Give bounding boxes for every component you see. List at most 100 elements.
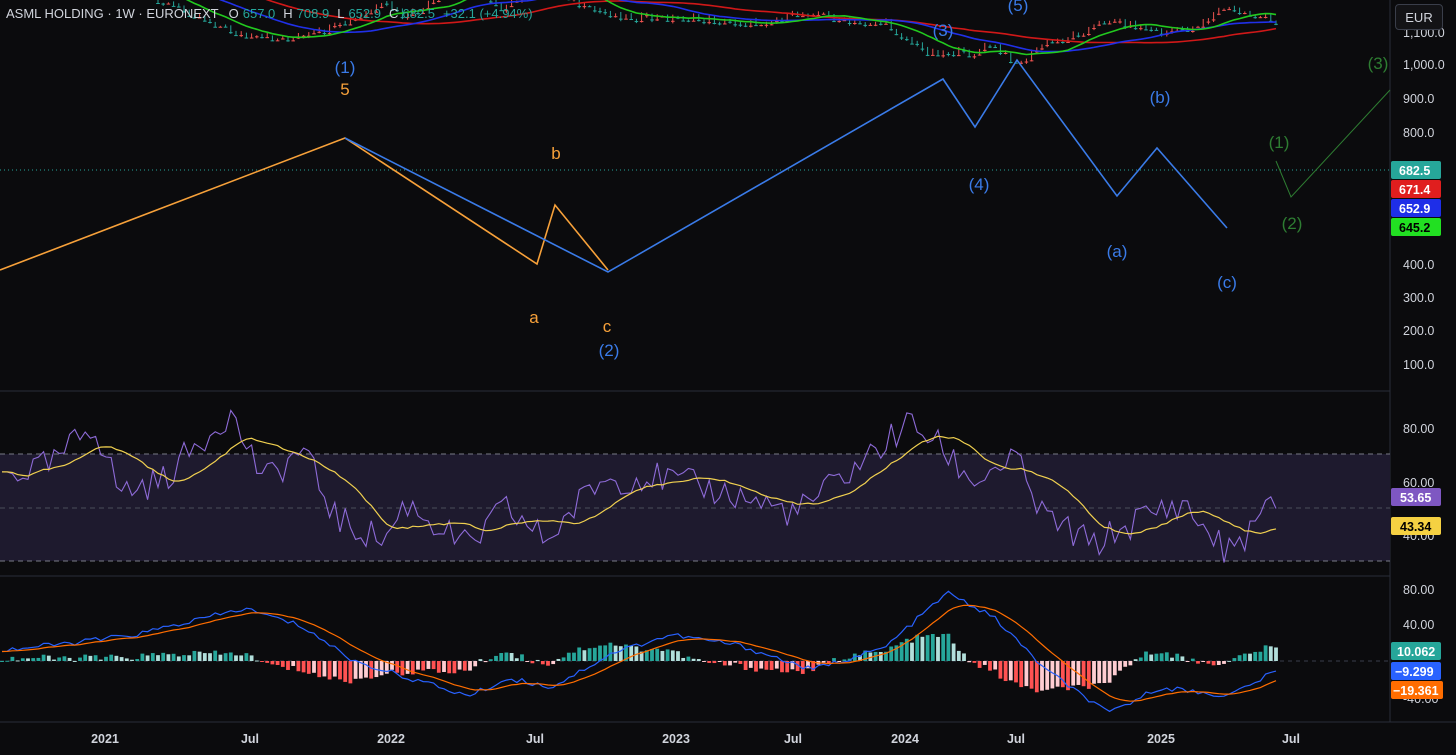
macd-hist-bar <box>270 661 275 665</box>
candle-body <box>322 33 327 35</box>
macd-hist-bar <box>1206 661 1211 664</box>
macd-hist-bar <box>754 661 758 672</box>
macd-hist-bar <box>1097 661 1102 684</box>
macd-hist-bar <box>364 661 368 678</box>
macd-hist-bar <box>1055 661 1060 687</box>
currency-button[interactable]: EUR <box>1395 4 1443 30</box>
macd-hist-bar <box>566 652 571 661</box>
macd-hist-bar <box>322 661 327 677</box>
candle-body <box>613 16 618 18</box>
candle-body <box>249 37 254 39</box>
macd-hist-bar <box>5 660 10 662</box>
wave-label-blue-c: (c) <box>1217 273 1237 292</box>
wave-label-blue-5: (5) <box>1008 0 1029 15</box>
macd-hist-bar <box>774 661 779 669</box>
symbol-title[interactable]: ASML HOLDING · 1W · EURONEXT <box>6 6 219 21</box>
candle-body <box>187 15 191 17</box>
candle-body <box>634 21 639 23</box>
price-tick: 1,000.0 <box>1403 58 1445 72</box>
candle-body <box>301 35 306 37</box>
macd-hist-bar <box>535 659 540 661</box>
macd-hist-bar <box>598 645 602 661</box>
candle-body <box>1035 51 1039 53</box>
candle-body <box>1185 30 1190 32</box>
price-tick: 300.0 <box>1403 291 1434 305</box>
macd-hist-bar <box>785 661 790 673</box>
macd-hist-bar <box>842 659 847 661</box>
candle-body <box>925 54 930 56</box>
time-axis[interactable]: 2021 Jul 2022 Jul 2023 Jul 2024 Jul 2025… <box>91 732 1300 746</box>
macd-hist-bar <box>15 660 20 662</box>
rsi-badge-value-label: 53.65 <box>1400 491 1431 505</box>
macd-hist-bar <box>618 646 623 661</box>
macd-hist-bar <box>171 653 176 661</box>
macd-hist-bar <box>962 653 966 661</box>
macd-hist-bar <box>1107 661 1112 683</box>
macd-badge-hist-label: 10.062 <box>1397 645 1435 659</box>
candle-body <box>681 20 685 22</box>
candle-body <box>1206 21 1211 23</box>
ma-slow-line <box>265 0 1277 44</box>
candle-body <box>686 20 691 22</box>
time-tick: Jul <box>526 732 544 746</box>
candle-body <box>931 54 935 56</box>
macd-hist-bar <box>681 657 686 661</box>
macd-hist-bar <box>561 657 566 661</box>
price-tick: 800.0 <box>1403 126 1434 140</box>
candle-body <box>603 12 607 14</box>
candle-body <box>577 6 581 8</box>
macd-hist-bar <box>98 659 103 661</box>
candle-body <box>967 56 971 58</box>
candle-body <box>1092 28 1096 30</box>
macd-hist-bar <box>369 661 374 679</box>
candle-body <box>1154 29 1159 31</box>
candle-body <box>1055 42 1060 44</box>
candle-body <box>1040 48 1044 50</box>
macd-hist-bar <box>977 661 982 668</box>
macd-hist-bar <box>1185 661 1190 662</box>
candle-body <box>1087 33 1091 35</box>
macd-badge-signal-label: −19.361 <box>1393 684 1439 698</box>
candle-body <box>369 13 373 15</box>
candle-body <box>1009 61 1013 63</box>
macd-hist-bar <box>187 655 192 661</box>
time-tick: Jul <box>784 732 802 746</box>
macd-hist-bar <box>624 644 628 661</box>
macd-hist-bar <box>244 653 249 661</box>
candle-body <box>390 9 394 11</box>
macd-hist-bar <box>1050 661 1055 689</box>
macd-hist-bar <box>20 658 25 661</box>
rsi-tick: 80.00 <box>1403 422 1434 436</box>
candle-body <box>421 13 425 15</box>
candle-body <box>385 3 389 5</box>
candle-body <box>1097 24 1101 26</box>
candle-body <box>312 33 316 35</box>
macd-hist-bar <box>525 661 530 662</box>
macd-hist-bar <box>733 661 738 663</box>
wave-label-blue-2: (2) <box>599 341 620 360</box>
macd-hist-bar <box>41 654 46 661</box>
macd-hist-bar <box>265 661 270 663</box>
candle-body <box>359 18 363 20</box>
wave-label-blue-3: (3) <box>933 21 954 40</box>
indicator-lines <box>1 0 1277 713</box>
wave-label-green-1: (1) <box>1269 133 1290 152</box>
macd-hist-bar <box>1248 653 1252 661</box>
macd-hist-bar <box>192 650 197 661</box>
macd-hist-bar <box>447 661 452 674</box>
candle-body <box>182 11 186 13</box>
macd-badge-hist <box>1391 642 1441 660</box>
candle-body <box>343 24 347 26</box>
candle-body <box>951 55 956 57</box>
macd-hist-bar <box>197 651 202 661</box>
macd-hist-bar <box>504 652 509 661</box>
candle-body <box>1201 26 1205 28</box>
candle-body <box>1144 29 1148 31</box>
macd-hist-bar <box>1227 660 1232 662</box>
symbol-header[interactable]: ASML HOLDING · 1W · EURONEXT O 657.0 H 708… <box>6 6 533 21</box>
wave-label-orange-b: b <box>551 144 560 163</box>
candle-body <box>265 37 269 39</box>
macd-hist-bar <box>1034 661 1039 693</box>
macd-hist-bar <box>1237 655 1242 661</box>
